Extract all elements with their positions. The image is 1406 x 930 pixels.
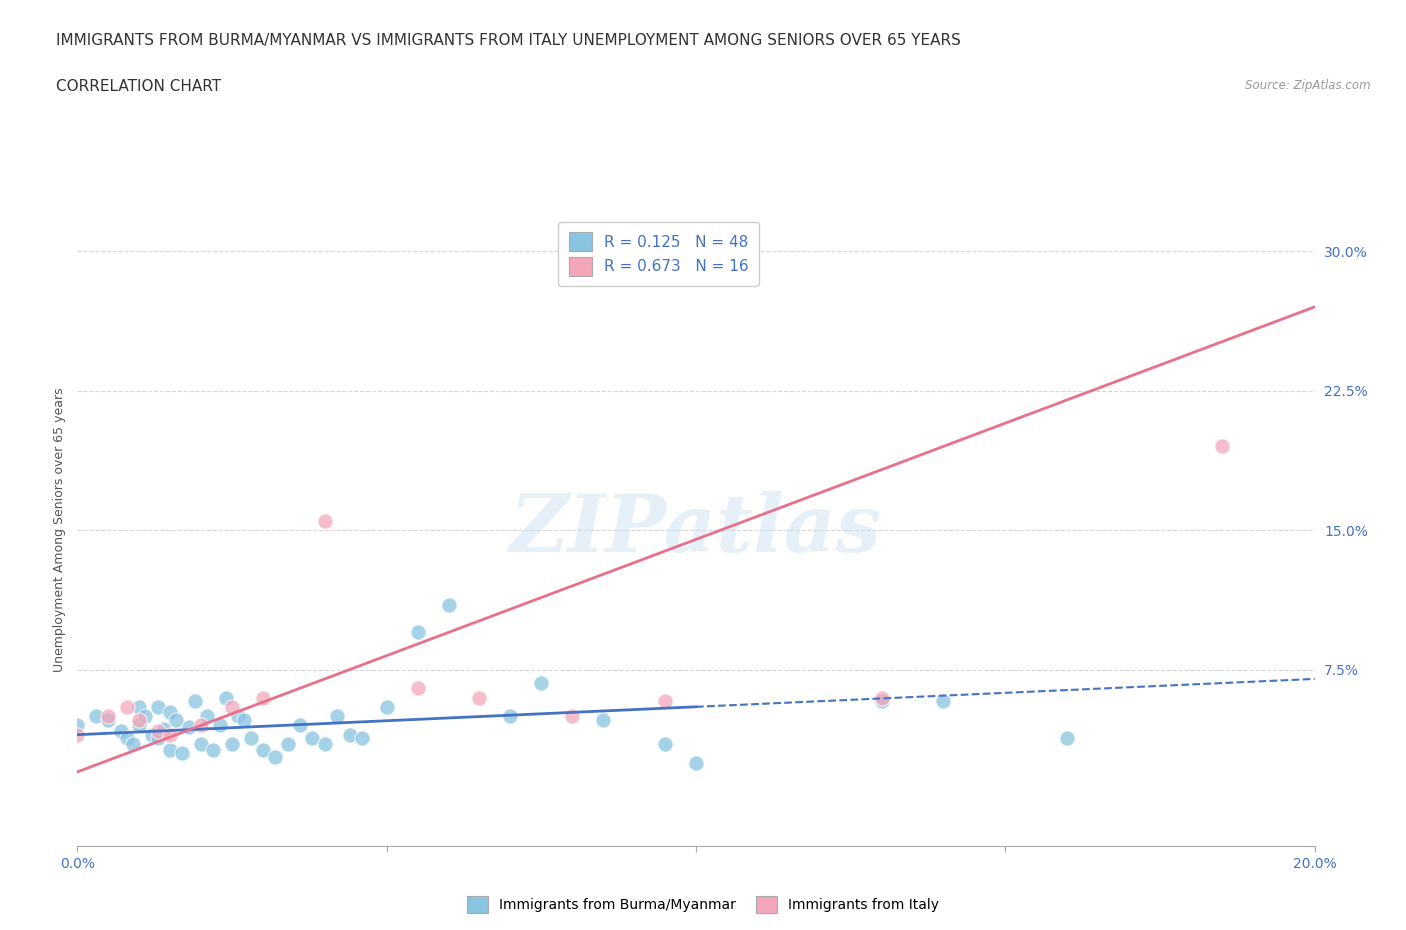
Point: [654, 737, 676, 751]
Point: [146, 731, 169, 746]
Point: [406, 625, 429, 640]
Point: [195, 709, 218, 724]
Point: [159, 705, 181, 720]
Point: [134, 709, 156, 724]
Point: [128, 718, 150, 733]
Point: [122, 737, 145, 751]
Point: [153, 722, 176, 737]
Point: [165, 712, 187, 727]
Point: [202, 742, 225, 757]
Point: [252, 690, 274, 705]
Point: [685, 755, 707, 770]
Point: [115, 731, 138, 746]
Legend: Immigrants from Burma/Myanmar, Immigrants from Italy: Immigrants from Burma/Myanmar, Immigrant…: [461, 890, 945, 919]
Point: [208, 718, 231, 733]
Point: [177, 720, 200, 735]
Point: [1056, 731, 1078, 746]
Point: [350, 731, 373, 746]
Point: [326, 709, 349, 724]
Point: [406, 681, 429, 696]
Point: [128, 712, 150, 727]
Y-axis label: Unemployment Among Seniors over 65 years: Unemployment Among Seniors over 65 years: [53, 388, 66, 672]
Point: [226, 709, 249, 724]
Point: [141, 727, 163, 742]
Text: IMMIGRANTS FROM BURMA/MYANMAR VS IMMIGRANTS FROM ITALY UNEMPLOYMENT AMONG SENIOR: IMMIGRANTS FROM BURMA/MYANMAR VS IMMIGRA…: [56, 33, 962, 47]
Point: [146, 724, 169, 738]
Point: [252, 742, 274, 757]
Point: [66, 727, 89, 742]
Point: [115, 699, 138, 714]
Point: [97, 709, 120, 724]
Point: [339, 727, 361, 742]
Point: [870, 694, 893, 709]
Point: [66, 718, 89, 733]
Point: [870, 690, 893, 705]
Point: [301, 731, 323, 746]
Point: [314, 737, 336, 751]
Point: [499, 709, 522, 724]
Point: [110, 724, 132, 738]
Text: Source: ZipAtlas.com: Source: ZipAtlas.com: [1246, 79, 1371, 92]
Point: [239, 731, 262, 746]
Point: [592, 712, 614, 727]
Point: [264, 750, 287, 764]
Point: [288, 718, 311, 733]
Point: [314, 513, 336, 528]
Point: [437, 597, 460, 612]
Point: [184, 694, 207, 709]
Point: [159, 727, 181, 742]
Point: [468, 690, 491, 705]
Point: [561, 709, 583, 724]
Point: [233, 712, 256, 727]
Point: [221, 737, 243, 751]
Point: [97, 712, 120, 727]
Point: [215, 690, 238, 705]
Point: [190, 718, 212, 733]
Point: [1211, 439, 1233, 454]
Point: [530, 675, 553, 690]
Point: [190, 737, 212, 751]
Legend: R = 0.125   N = 48, R = 0.673   N = 16: R = 0.125 N = 48, R = 0.673 N = 16: [558, 221, 759, 286]
Point: [375, 699, 398, 714]
Point: [172, 746, 194, 761]
Point: [84, 709, 107, 724]
Text: ZIPatlas: ZIPatlas: [510, 491, 882, 569]
Point: [159, 742, 181, 757]
Point: [128, 699, 150, 714]
Point: [221, 699, 243, 714]
Point: [146, 699, 169, 714]
Point: [654, 694, 676, 709]
Point: [277, 737, 299, 751]
Point: [932, 694, 955, 709]
Text: CORRELATION CHART: CORRELATION CHART: [56, 79, 221, 94]
